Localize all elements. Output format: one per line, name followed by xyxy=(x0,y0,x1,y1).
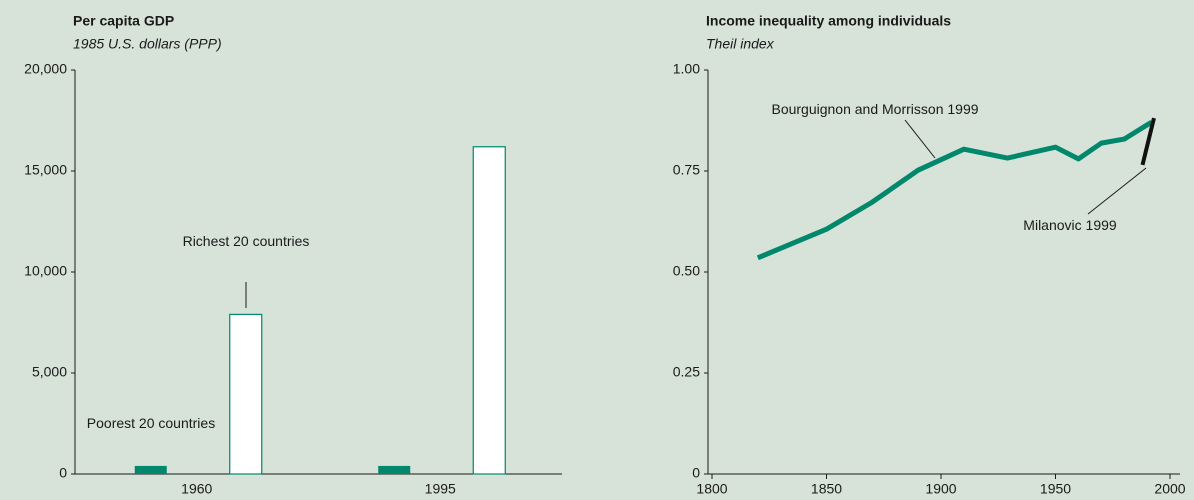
chart-title: Per capita GDP xyxy=(73,13,174,29)
y-tick-label: 0 xyxy=(59,465,67,481)
leader-line xyxy=(904,119,936,159)
bar xyxy=(229,313,263,475)
chart-title: Income inequality among individuals xyxy=(706,13,951,29)
y-tick-label: 1.00 xyxy=(673,61,700,77)
bar xyxy=(472,146,506,475)
line xyxy=(1140,117,1156,166)
y-tick-label: 0.75 xyxy=(673,162,700,178)
y-tick-label: 5,000 xyxy=(32,364,67,380)
x-tick-label: 1900 xyxy=(925,481,956,497)
y-tick-label: 0 xyxy=(692,465,700,481)
leader-line xyxy=(1087,167,1147,215)
chart-subtitle: 1985 U.S. dollars (PPP) xyxy=(73,36,222,52)
y-tick-label: 0.50 xyxy=(673,263,700,279)
bar xyxy=(134,465,167,474)
series-label: Richest 20 countries xyxy=(182,233,310,249)
series-label: Milanovic 1999 xyxy=(1023,217,1117,233)
x-tick-label: 1995 xyxy=(425,481,456,497)
x-tick-label: 1800 xyxy=(696,481,727,497)
chart-subtitle: Theil index xyxy=(706,36,775,52)
y-tick-label: 0.25 xyxy=(673,364,700,380)
y-tick-label: 10,000 xyxy=(24,263,67,279)
bar xyxy=(378,465,411,474)
y-tick-label: 15,000 xyxy=(24,162,67,178)
line xyxy=(756,119,1153,261)
x-tick-label: 2000 xyxy=(1154,481,1185,497)
series-label: Poorest 20 countries xyxy=(86,415,216,431)
series-label: Bourguignon and Morrisson 1999 xyxy=(771,101,979,117)
y-tick-label: 20,000 xyxy=(24,61,67,77)
x-tick-label: 1960 xyxy=(181,481,212,497)
x-tick-label: 1850 xyxy=(811,481,842,497)
x-tick-label: 1950 xyxy=(1040,481,1071,497)
